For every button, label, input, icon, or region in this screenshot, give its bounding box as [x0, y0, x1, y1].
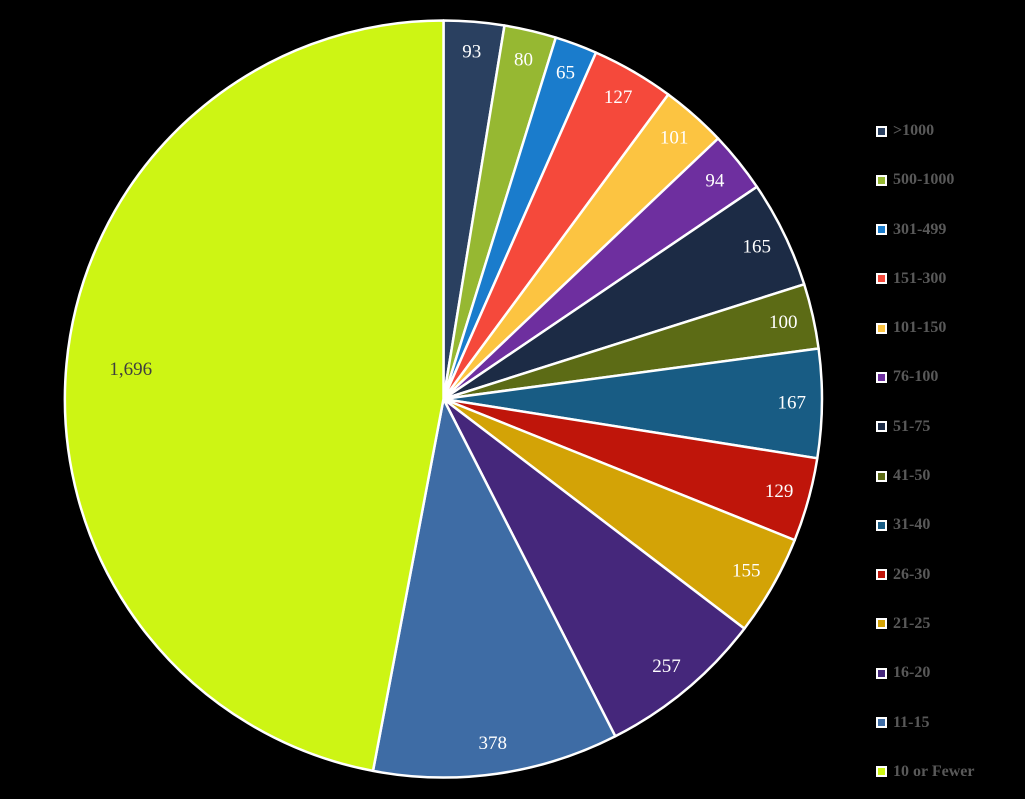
legend-item-1000: >1000 — [876, 120, 1024, 142]
legend-swatch-icon — [876, 667, 887, 679]
legend-item-10-or-fewer: 10 or Fewer — [876, 761, 1024, 783]
legend-swatch-icon — [876, 717, 887, 729]
data-label-1000: 93 — [462, 41, 481, 62]
legend-label: 101-150 — [893, 319, 947, 337]
legend-label: 31-40 — [893, 516, 931, 534]
legend-swatch-icon — [876, 371, 887, 383]
legend-swatch-icon — [876, 618, 887, 630]
data-label-26-30: 129 — [765, 481, 794, 502]
data-label-41-50: 100 — [769, 312, 798, 333]
legend-item-500-1000: 500-1000 — [876, 169, 1024, 191]
legend-swatch-icon — [876, 224, 887, 236]
legend-label: 151-300 — [893, 269, 947, 287]
data-label-10-or-fewer: 1,696 — [109, 359, 152, 380]
legend-swatch-icon — [876, 519, 887, 531]
data-label-500-1000: 80 — [514, 50, 533, 71]
legend-item-31-40: 31-40 — [876, 514, 1024, 536]
legend-label: 51-75 — [893, 417, 931, 435]
legend-item-21-25: 21-25 — [876, 613, 1024, 635]
pie-slice-10-or-fewer — [63, 19, 445, 773]
legend-item-76-100: 76-100 — [876, 366, 1024, 388]
legend-swatch-icon — [876, 322, 887, 334]
data-label-76-100: 94 — [705, 170, 725, 191]
legend-swatch-icon — [876, 569, 887, 581]
legend-label: 76-100 — [893, 368, 939, 386]
data-label-151-300: 127 — [604, 87, 633, 108]
data-label-31-40: 167 — [777, 393, 806, 414]
legend-label: >1000 — [893, 122, 935, 139]
legend-label: 26-30 — [893, 565, 931, 583]
data-label-51-75: 165 — [743, 237, 772, 258]
legend-item-41-50: 41-50 — [876, 465, 1024, 487]
legend-label: 10 or Fewer — [893, 762, 975, 780]
data-label-301-499: 65 — [556, 62, 575, 83]
data-label-16-20: 257 — [652, 656, 681, 677]
legend-label: 41-50 — [893, 467, 931, 485]
legend-label: 16-20 — [893, 664, 931, 682]
legend-swatch-icon — [876, 125, 887, 137]
legend-item-51-75: 51-75 — [876, 416, 1024, 438]
legend-swatch-icon — [876, 766, 887, 778]
pie-slice-11-15 — [371, 397, 617, 779]
data-label-101-150: 101 — [660, 128, 689, 149]
legend-item-101-150: 101-150 — [876, 317, 1024, 339]
legend-label: 11-15 — [893, 713, 930, 731]
legend-swatch-icon — [876, 273, 887, 285]
legend-item-151-300: 151-300 — [876, 268, 1024, 290]
legend-item-11-15: 11-15 — [876, 712, 1024, 734]
legend-swatch-icon — [876, 421, 887, 433]
legend-label: 21-25 — [893, 614, 931, 632]
legend-swatch-icon — [876, 174, 887, 186]
data-label-21-25: 155 — [732, 561, 761, 582]
chart-legend: >1000 500-1000 301-499 151-300 101-150 76-100… — [876, 120, 1024, 783]
legend-item-301-499: 301-499 — [876, 219, 1024, 241]
legend-item-26-30: 26-30 — [876, 564, 1024, 586]
legend-item-16-20: 16-20 — [876, 662, 1024, 684]
data-label-11-15: 378 — [479, 733, 508, 754]
legend-swatch-icon — [876, 470, 887, 482]
legend-label: 500-1000 — [893, 171, 955, 189]
pie-slice-16-20 — [442, 397, 746, 738]
legend-label: 301-499 — [893, 220, 947, 238]
